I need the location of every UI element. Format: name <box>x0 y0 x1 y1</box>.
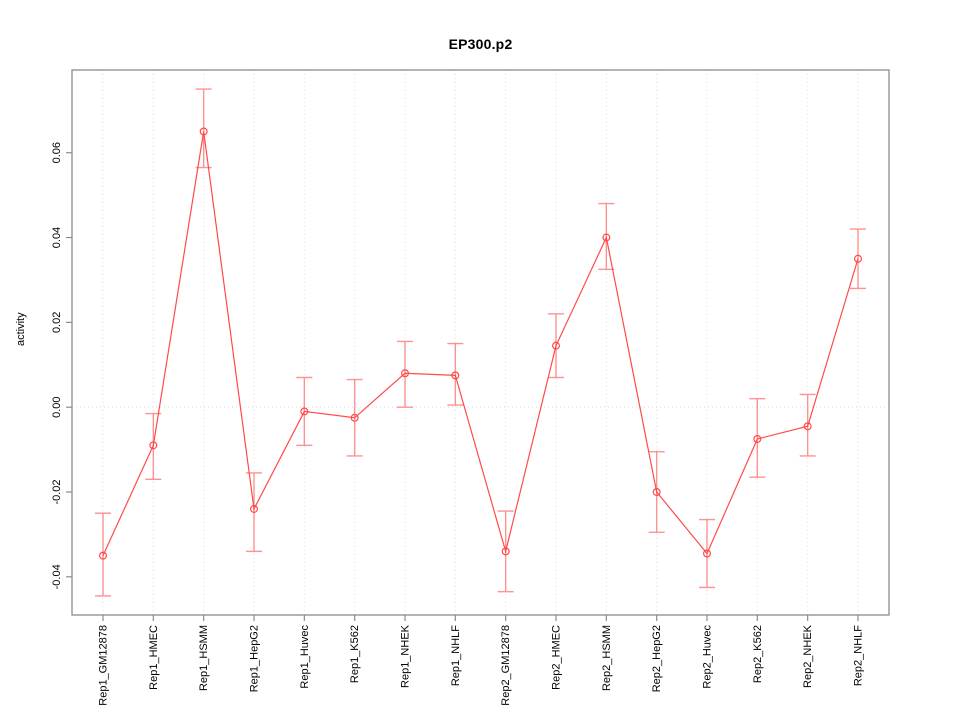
x-tick-label: Rep1_GM12878 <box>98 625 110 706</box>
x-tick-label: Rep2_NHEK <box>802 624 814 688</box>
x-tick-label: Rep1_NHLF <box>450 625 462 686</box>
data-points <box>98 127 862 560</box>
data-point <box>250 504 259 513</box>
x-tick-label: Rep2_HMEC <box>551 625 563 690</box>
data-point <box>803 422 812 431</box>
x-tick-label: Rep2_HSMM <box>601 625 613 691</box>
data-point <box>451 371 460 380</box>
x-tick-label: Rep1_HepG2 <box>249 625 261 692</box>
y-tick-label: -0.02 <box>51 479 63 504</box>
data-point <box>501 547 510 556</box>
y-tick-label: -0.04 <box>51 564 63 589</box>
chart-title: EP300.p2 <box>448 36 513 52</box>
x-tick-label: Rep2_NHLF <box>853 625 865 686</box>
data-point <box>401 369 410 378</box>
x-tick-label: Rep1_HMEC <box>148 625 160 690</box>
x-tick-label: Rep1_NHEK <box>400 624 412 688</box>
gridlines <box>72 70 889 615</box>
x-tick-label: Rep1_Huvec <box>299 625 311 689</box>
y-tick-label: 0.00 <box>51 396 63 417</box>
data-point <box>98 551 107 560</box>
x-tick-label: Rep2_K562 <box>752 625 764 683</box>
data-point <box>753 434 762 443</box>
series-line <box>102 131 859 556</box>
data-point <box>300 407 309 416</box>
data-point <box>853 254 862 263</box>
data-point <box>652 488 661 497</box>
data-point <box>350 413 359 422</box>
x-tick-label: Rep1_K562 <box>349 625 361 683</box>
y-tick-label: 0.02 <box>51 312 63 333</box>
plot-box <box>71 69 890 616</box>
x-tick-label: Rep2_GM12878 <box>500 625 512 706</box>
y-tick-label: 0.06 <box>51 142 63 163</box>
y-axis: 0.06 0.04 0.02 0.00 -0.02 -0.04 <box>51 142 72 589</box>
error-bars <box>95 88 866 597</box>
x-axis: Rep1_GM12878 Rep1_HMEC Rep1_HSMM Rep1_HepG2… <box>98 615 865 706</box>
x-tick-label: Rep2_HepG2 <box>651 625 663 692</box>
data-point <box>702 549 711 558</box>
data-point <box>551 341 560 350</box>
data-point <box>602 233 611 242</box>
x-tick-label: Rep1_HSMM <box>198 625 210 691</box>
data-point <box>199 127 208 136</box>
x-tick-label: Rep2_Huvec <box>702 625 714 689</box>
y-tick-label: 0.04 <box>51 227 63 248</box>
data-point <box>149 441 158 450</box>
